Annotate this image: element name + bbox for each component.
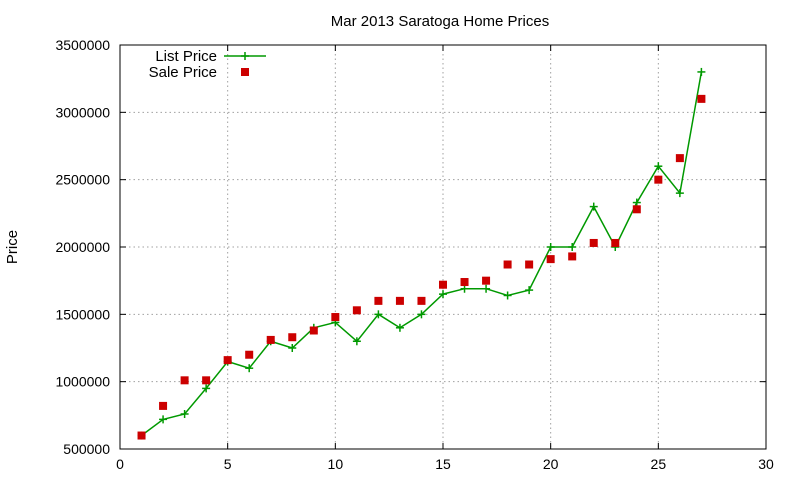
list-price-point [180,409,189,418]
sale-price-point [439,280,447,289]
list-price-point [395,323,404,332]
legend: List Price Sale Price [149,48,266,81]
sale-price-point [611,238,620,247]
legend-label-list-price: List Price [155,48,217,65]
axis-ticks: 0 5 10 15 20 25 30 500000 1000000 1500000 2000000 2… [55,37,774,472]
list-price-point [159,415,168,424]
list-price-point [632,198,641,207]
list-price-point [568,243,577,251]
sale-price-point [245,350,254,359]
sale-price-point [568,252,577,261]
sale-price-point [503,260,512,269]
y-tick-label: 1000000 [55,374,110,390]
list-price-line [141,71,703,437]
x-tick-label: 30 [758,456,774,472]
list-price-point [482,284,491,293]
x-tick-label: 5 [224,456,232,472]
list-price-point [288,344,297,352]
legend-key-list-price-marker [241,52,249,60]
sale-price-point [266,335,275,344]
sale-price-point [460,278,469,287]
list-price-point [546,243,555,251]
sale-price-point [417,296,426,305]
list-price-point [352,337,361,346]
sale-price-point [482,276,491,285]
sale-price-point [589,238,598,247]
y-tick-label: 3500000 [55,37,110,53]
sale-price-point [331,313,340,322]
list-price-point [374,310,383,319]
chart-title: Mar 2013 Saratoga Home Prices [331,13,549,30]
sale-price-point [654,175,663,184]
x-tick-label: 15 [435,456,451,472]
y-tick-label: 500000 [63,441,110,457]
sale-price-point [137,431,146,440]
y-axis-label: Price [4,230,21,264]
sale-price-point [675,154,684,163]
sale-price-point [223,356,232,365]
sale-price-point [202,376,211,385]
sale-price-point [546,255,555,264]
y-tick-label: 2000000 [55,239,110,255]
sale-price-point [525,260,534,269]
sale-price-point [309,326,318,335]
list-price-point [460,284,469,293]
list-price-point [202,384,211,393]
plot-frame [119,44,767,450]
legend-key-sale-price-marker [241,68,249,76]
sale-price-point [180,376,189,385]
y-tick-label: 1500000 [55,306,110,322]
sale-price-point [374,296,383,305]
y-tick-label: 3000000 [55,104,110,120]
x-tick-label: 20 [543,456,559,472]
sale-price-point [288,333,297,342]
grid-lines [120,45,766,449]
legend-keys [224,52,266,76]
list-price-point [654,162,663,171]
list-price-point [439,290,447,299]
list-price-point [245,364,254,373]
x-tick-label: 25 [651,456,667,472]
sale-price-point [159,401,168,410]
series-layer [137,67,706,440]
x-tick-label: 0 [116,456,124,472]
sale-price-point [395,296,404,305]
sale-price-point [632,205,641,214]
list-price-point [417,310,426,319]
list-price-point [525,286,534,295]
x-tick-label: 10 [328,456,344,472]
list-price-point [589,202,598,211]
legend-label-sale-price: Sale Price [149,64,217,81]
list-price-point [503,291,512,300]
list-price-point [675,189,684,198]
sale-price-point [697,94,706,103]
sale-price-point [352,306,361,315]
list-price-point [697,67,706,76]
y-tick-label: 2500000 [55,172,110,188]
